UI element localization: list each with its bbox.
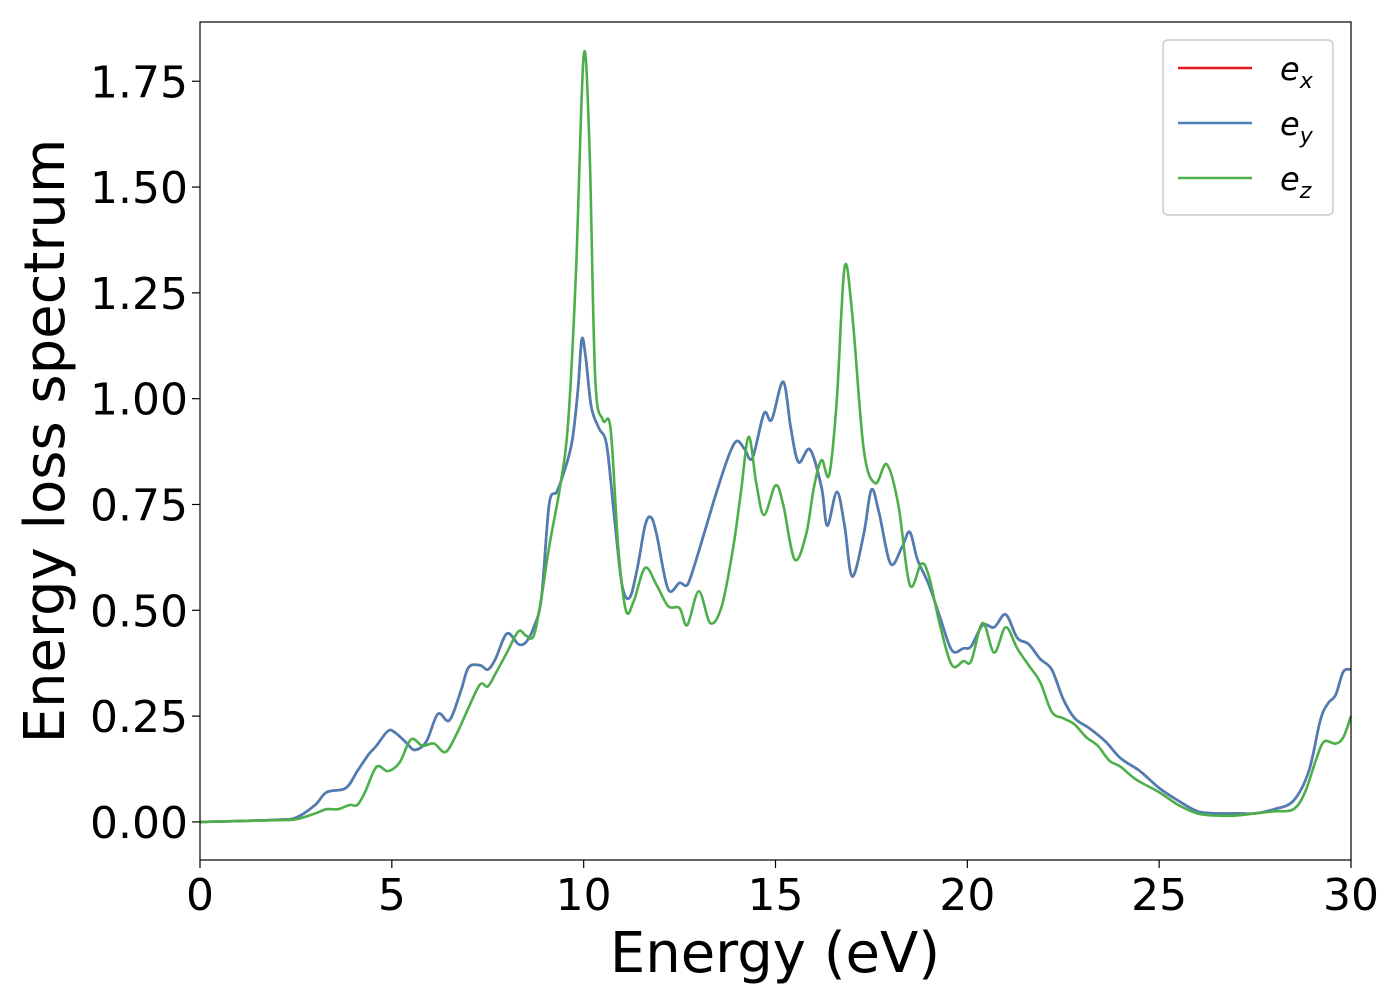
legend-label-ex: ex	[1280, 50, 1314, 94]
x-tick-label: 15	[748, 870, 804, 921]
x-tick-label: 25	[1131, 870, 1187, 921]
y-tick-label: 0.00	[90, 798, 188, 849]
y-tick-label: 1.25	[90, 269, 188, 320]
x-tick-label: 0	[186, 870, 214, 921]
y-tick-label: 1.50	[90, 163, 188, 214]
legend: ex ey ez	[1162, 39, 1334, 216]
legend-label-ez: ez	[1280, 160, 1312, 204]
series-line-ey	[199, 336, 1352, 824]
y-tick-label: 0.50	[90, 586, 188, 637]
series-layer	[199, 50, 1353, 824]
x-ticks: 0 5 10 15 20 25 30	[186, 860, 1379, 921]
x-tick-label: 5	[378, 870, 406, 921]
x-tick-label: 20	[939, 870, 995, 921]
y-ticks: 0.00 0.25 0.50 0.75 1.00 1.25 1.50 1.75	[90, 57, 200, 849]
y-tick-label: 0.25	[90, 692, 188, 743]
legend-box	[1162, 39, 1334, 216]
x-axis-label: Energy (eV)	[610, 921, 940, 986]
y-tick-label: 1.75	[90, 57, 188, 108]
legend-label-ey: ey	[1280, 105, 1314, 149]
y-axis-label: Energy loss spectrum	[13, 139, 78, 744]
series-line-ez	[199, 50, 1353, 824]
x-tick-label: 10	[556, 870, 612, 921]
x-tick-label: 30	[1323, 870, 1379, 921]
legend-items: ex ey ez	[1178, 50, 1314, 204]
y-tick-label: 0.75	[90, 480, 188, 531]
y-tick-label: 1.00	[90, 375, 188, 426]
plot-background	[200, 22, 1351, 860]
